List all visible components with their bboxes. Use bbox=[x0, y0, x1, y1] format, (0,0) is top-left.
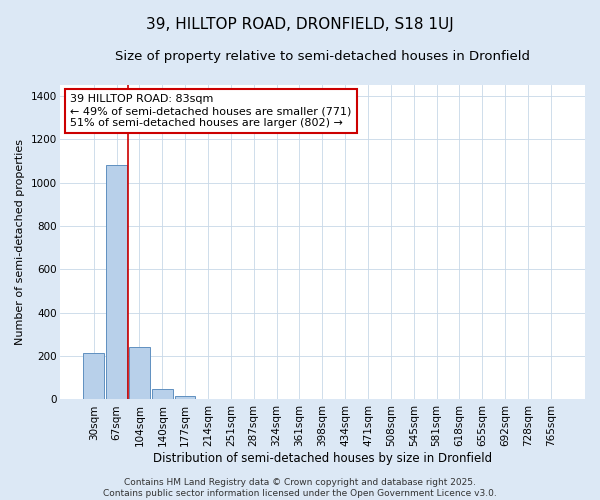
Bar bbox=[152, 388, 173, 400]
Bar bbox=[129, 348, 150, 400]
X-axis label: Distribution of semi-detached houses by size in Dronfield: Distribution of semi-detached houses by … bbox=[153, 452, 492, 465]
Bar bbox=[175, 396, 196, 400]
Text: Contains HM Land Registry data © Crown copyright and database right 2025.
Contai: Contains HM Land Registry data © Crown c… bbox=[103, 478, 497, 498]
Title: Size of property relative to semi-detached houses in Dronfield: Size of property relative to semi-detach… bbox=[115, 50, 530, 63]
Y-axis label: Number of semi-detached properties: Number of semi-detached properties bbox=[15, 139, 25, 345]
Bar bbox=[83, 353, 104, 400]
Bar bbox=[106, 165, 127, 400]
Text: 39 HILLTOP ROAD: 83sqm
← 49% of semi-detached houses are smaller (771)
51% of se: 39 HILLTOP ROAD: 83sqm ← 49% of semi-det… bbox=[70, 94, 352, 128]
Text: 39, HILLTOP ROAD, DRONFIELD, S18 1UJ: 39, HILLTOP ROAD, DRONFIELD, S18 1UJ bbox=[146, 18, 454, 32]
